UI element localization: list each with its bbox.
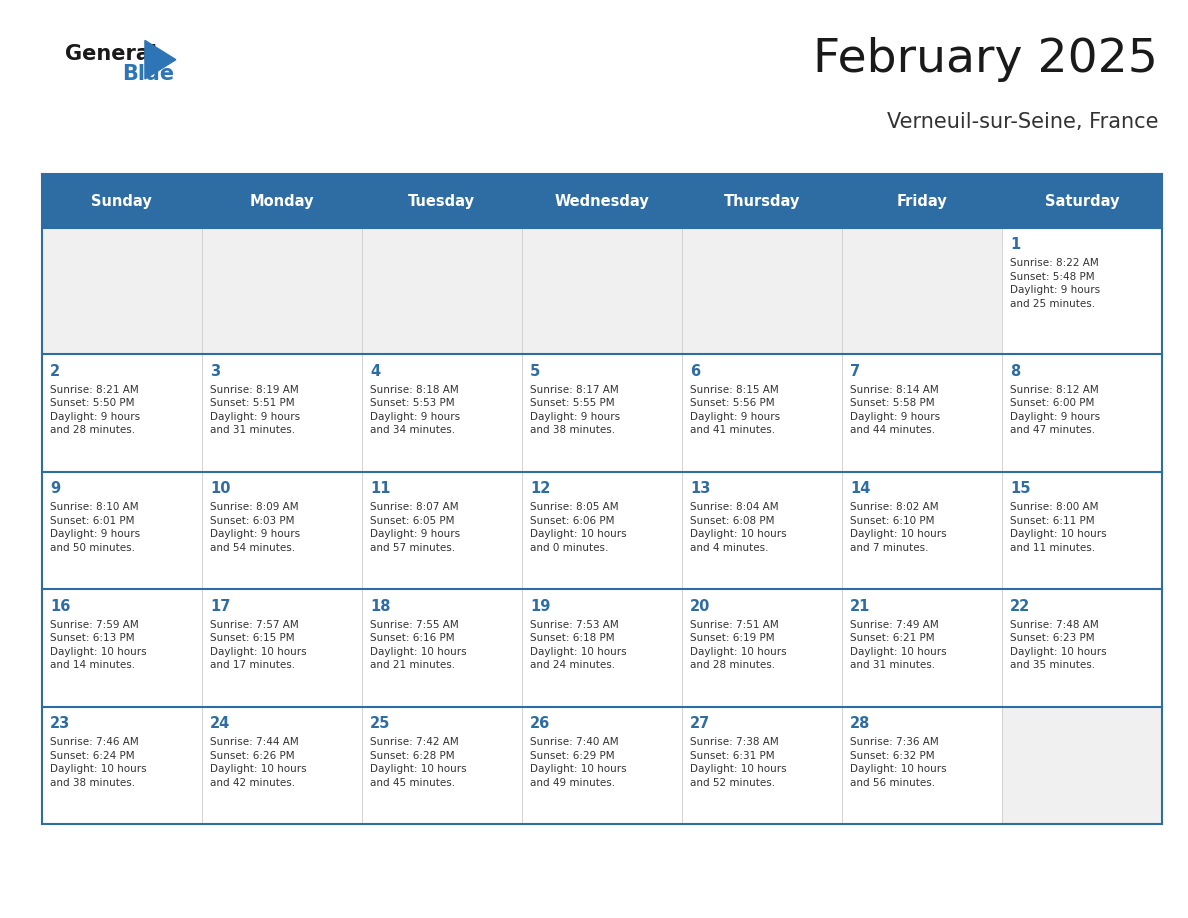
Text: Sunrise: 7:57 AM
Sunset: 6:15 PM
Daylight: 10 hours
and 17 minutes.: Sunrise: 7:57 AM Sunset: 6:15 PM Dayligh… bbox=[210, 620, 307, 670]
Text: Sunrise: 7:42 AM
Sunset: 6:28 PM
Daylight: 10 hours
and 45 minutes.: Sunrise: 7:42 AM Sunset: 6:28 PM Dayligh… bbox=[369, 737, 467, 788]
Text: 4: 4 bbox=[369, 364, 380, 378]
Text: Sunrise: 7:48 AM
Sunset: 6:23 PM
Daylight: 10 hours
and 35 minutes.: Sunrise: 7:48 AM Sunset: 6:23 PM Dayligh… bbox=[1010, 620, 1107, 670]
Text: Sunrise: 8:02 AM
Sunset: 6:10 PM
Daylight: 10 hours
and 7 minutes.: Sunrise: 8:02 AM Sunset: 6:10 PM Dayligh… bbox=[851, 502, 947, 553]
Text: Sunrise: 8:00 AM
Sunset: 6:11 PM
Daylight: 10 hours
and 11 minutes.: Sunrise: 8:00 AM Sunset: 6:11 PM Dayligh… bbox=[1010, 502, 1107, 553]
Text: 26: 26 bbox=[530, 716, 550, 731]
Text: Sunrise: 8:18 AM
Sunset: 5:53 PM
Daylight: 9 hours
and 34 minutes.: Sunrise: 8:18 AM Sunset: 5:53 PM Dayligh… bbox=[369, 385, 460, 435]
Text: Thursday: Thursday bbox=[723, 194, 800, 208]
Text: Blue: Blue bbox=[122, 64, 175, 84]
Bar bbox=[42, 174, 1162, 228]
Text: 14: 14 bbox=[851, 481, 871, 496]
Bar bbox=[842, 228, 1001, 354]
Text: Monday: Monday bbox=[249, 194, 314, 208]
Text: Sunrise: 8:17 AM
Sunset: 5:55 PM
Daylight: 9 hours
and 38 minutes.: Sunrise: 8:17 AM Sunset: 5:55 PM Dayligh… bbox=[530, 385, 620, 435]
Text: Sunrise: 7:40 AM
Sunset: 6:29 PM
Daylight: 10 hours
and 49 minutes.: Sunrise: 7:40 AM Sunset: 6:29 PM Dayligh… bbox=[530, 737, 626, 788]
Text: Sunrise: 8:15 AM
Sunset: 5:56 PM
Daylight: 9 hours
and 41 minutes.: Sunrise: 8:15 AM Sunset: 5:56 PM Dayligh… bbox=[690, 385, 781, 435]
Text: 7: 7 bbox=[851, 364, 860, 378]
Bar bbox=[42, 228, 1162, 354]
Bar bbox=[522, 228, 682, 354]
Bar bbox=[361, 228, 522, 354]
Text: Sunrise: 8:09 AM
Sunset: 6:03 PM
Daylight: 9 hours
and 54 minutes.: Sunrise: 8:09 AM Sunset: 6:03 PM Dayligh… bbox=[210, 502, 301, 553]
Bar bbox=[42, 354, 1162, 472]
Text: February 2025: February 2025 bbox=[814, 37, 1158, 82]
Text: 22: 22 bbox=[1010, 599, 1030, 613]
Bar bbox=[42, 472, 1162, 589]
Text: 25: 25 bbox=[369, 716, 391, 731]
Text: Sunrise: 7:51 AM
Sunset: 6:19 PM
Daylight: 10 hours
and 28 minutes.: Sunrise: 7:51 AM Sunset: 6:19 PM Dayligh… bbox=[690, 620, 786, 670]
Text: 21: 21 bbox=[851, 599, 871, 613]
Text: Wednesday: Wednesday bbox=[555, 194, 649, 208]
Text: 9: 9 bbox=[50, 481, 61, 496]
Text: Sunrise: 8:14 AM
Sunset: 5:58 PM
Daylight: 9 hours
and 44 minutes.: Sunrise: 8:14 AM Sunset: 5:58 PM Dayligh… bbox=[851, 385, 940, 435]
Text: 28: 28 bbox=[851, 716, 871, 731]
Text: 3: 3 bbox=[210, 364, 220, 378]
Text: Tuesday: Tuesday bbox=[409, 194, 475, 208]
Text: Sunrise: 8:19 AM
Sunset: 5:51 PM
Daylight: 9 hours
and 31 minutes.: Sunrise: 8:19 AM Sunset: 5:51 PM Dayligh… bbox=[210, 385, 301, 435]
Text: Sunrise: 8:21 AM
Sunset: 5:50 PM
Daylight: 9 hours
and 28 minutes.: Sunrise: 8:21 AM Sunset: 5:50 PM Dayligh… bbox=[50, 385, 140, 435]
Text: Sunrise: 7:55 AM
Sunset: 6:16 PM
Daylight: 10 hours
and 21 minutes.: Sunrise: 7:55 AM Sunset: 6:16 PM Dayligh… bbox=[369, 620, 467, 670]
Text: Sunrise: 7:59 AM
Sunset: 6:13 PM
Daylight: 10 hours
and 14 minutes.: Sunrise: 7:59 AM Sunset: 6:13 PM Dayligh… bbox=[50, 620, 146, 670]
Text: Saturday: Saturday bbox=[1044, 194, 1119, 208]
Text: Sunrise: 7:38 AM
Sunset: 6:31 PM
Daylight: 10 hours
and 52 minutes.: Sunrise: 7:38 AM Sunset: 6:31 PM Dayligh… bbox=[690, 737, 786, 788]
Text: Verneuil-sur-Seine, France: Verneuil-sur-Seine, France bbox=[886, 112, 1158, 132]
Bar bbox=[682, 228, 842, 354]
Text: 23: 23 bbox=[50, 716, 70, 731]
Text: 12: 12 bbox=[530, 481, 550, 496]
Polygon shape bbox=[145, 40, 176, 79]
Text: Sunrise: 8:12 AM
Sunset: 6:00 PM
Daylight: 9 hours
and 47 minutes.: Sunrise: 8:12 AM Sunset: 6:00 PM Dayligh… bbox=[1010, 385, 1100, 435]
Bar bbox=[42, 707, 1162, 824]
Text: 18: 18 bbox=[369, 599, 391, 613]
Text: Sunrise: 7:46 AM
Sunset: 6:24 PM
Daylight: 10 hours
and 38 minutes.: Sunrise: 7:46 AM Sunset: 6:24 PM Dayligh… bbox=[50, 737, 146, 788]
Text: 8: 8 bbox=[1010, 364, 1020, 378]
Text: General: General bbox=[65, 44, 157, 64]
Text: 11: 11 bbox=[369, 481, 391, 496]
Text: Sunrise: 7:36 AM
Sunset: 6:32 PM
Daylight: 10 hours
and 56 minutes.: Sunrise: 7:36 AM Sunset: 6:32 PM Dayligh… bbox=[851, 737, 947, 788]
Text: 15: 15 bbox=[1010, 481, 1031, 496]
Bar bbox=[202, 228, 361, 354]
Text: 10: 10 bbox=[210, 481, 230, 496]
Text: Sunrise: 8:05 AM
Sunset: 6:06 PM
Daylight: 10 hours
and 0 minutes.: Sunrise: 8:05 AM Sunset: 6:06 PM Dayligh… bbox=[530, 502, 626, 553]
Text: Sunrise: 7:53 AM
Sunset: 6:18 PM
Daylight: 10 hours
and 24 minutes.: Sunrise: 7:53 AM Sunset: 6:18 PM Dayligh… bbox=[530, 620, 626, 670]
Text: 20: 20 bbox=[690, 599, 710, 613]
Text: Sunrise: 7:44 AM
Sunset: 6:26 PM
Daylight: 10 hours
and 42 minutes.: Sunrise: 7:44 AM Sunset: 6:26 PM Dayligh… bbox=[210, 737, 307, 788]
Text: Friday: Friday bbox=[897, 194, 947, 208]
Text: 5: 5 bbox=[530, 364, 541, 378]
Text: 27: 27 bbox=[690, 716, 710, 731]
Text: 6: 6 bbox=[690, 364, 700, 378]
Text: 17: 17 bbox=[210, 599, 230, 613]
Text: Sunrise: 8:04 AM
Sunset: 6:08 PM
Daylight: 10 hours
and 4 minutes.: Sunrise: 8:04 AM Sunset: 6:08 PM Dayligh… bbox=[690, 502, 786, 553]
Text: 16: 16 bbox=[50, 599, 70, 613]
Text: Sunrise: 7:49 AM
Sunset: 6:21 PM
Daylight: 10 hours
and 31 minutes.: Sunrise: 7:49 AM Sunset: 6:21 PM Dayligh… bbox=[851, 620, 947, 670]
Bar bbox=[42, 228, 202, 354]
Bar bbox=[1001, 707, 1162, 824]
Text: 13: 13 bbox=[690, 481, 710, 496]
Text: 19: 19 bbox=[530, 599, 550, 613]
Text: 1: 1 bbox=[1010, 237, 1020, 252]
Text: Sunrise: 8:22 AM
Sunset: 5:48 PM
Daylight: 9 hours
and 25 minutes.: Sunrise: 8:22 AM Sunset: 5:48 PM Dayligh… bbox=[1010, 258, 1100, 308]
Text: Sunrise: 8:10 AM
Sunset: 6:01 PM
Daylight: 9 hours
and 50 minutes.: Sunrise: 8:10 AM Sunset: 6:01 PM Dayligh… bbox=[50, 502, 140, 553]
Text: Sunday: Sunday bbox=[91, 194, 152, 208]
Text: 2: 2 bbox=[50, 364, 61, 378]
Bar bbox=[42, 589, 1162, 707]
Text: 24: 24 bbox=[210, 716, 230, 731]
Text: Sunrise: 8:07 AM
Sunset: 6:05 PM
Daylight: 9 hours
and 57 minutes.: Sunrise: 8:07 AM Sunset: 6:05 PM Dayligh… bbox=[369, 502, 460, 553]
